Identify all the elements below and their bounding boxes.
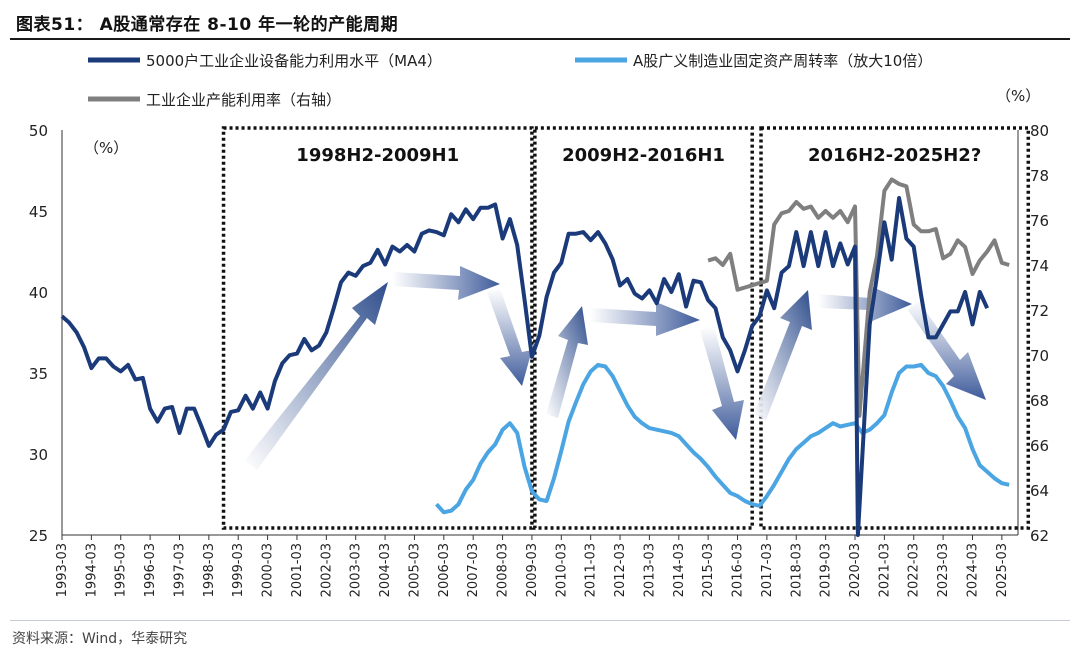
right-y-tick-label: 80: [1030, 122, 1049, 140]
legend-label-utilization: 工业企业产能利用率（右轴）: [146, 91, 341, 109]
right-axis-unit: （%）: [996, 87, 1040, 105]
x-tick-label: 2020-03: [848, 543, 863, 597]
x-tick-label: 2018-03: [789, 543, 804, 597]
period-boxes: 1998H2-2009H1 2009H2-2016H1 2016H2-2025H2?: [221, 126, 1031, 530]
right-y-tick-label: 70: [1030, 347, 1049, 365]
legend-label-capacity-ma4: 5000户工业企业设备能力利用水平（MA4）: [146, 52, 442, 70]
trend-arrow-right-1: [392, 266, 500, 300]
right-y-ticks: 62 64 66 68 70 72 74 76 78 80: [1030, 122, 1049, 545]
trend-arrow-right-2: [590, 302, 700, 336]
x-tick-label: 2002-03: [319, 543, 334, 597]
x-tick-label: 1993-03: [55, 543, 70, 597]
left-y-tick-label: 35: [29, 365, 48, 383]
right-y-tick-label: 68: [1030, 392, 1049, 410]
trend-arrow-up-1: [245, 282, 388, 470]
x-tick-label: 1999-03: [231, 543, 246, 597]
period-label: 2016H2-2025H2?: [808, 145, 981, 166]
x-tick-label: 2006-03: [437, 543, 452, 597]
right-y-tick-label: 66: [1030, 437, 1049, 455]
trend-arrow-down-1: [487, 288, 532, 386]
source-rule: [10, 620, 1070, 621]
x-tick-label: 2023-03: [936, 543, 951, 597]
trend-arrow-right-3: [818, 286, 912, 322]
series-line-capacity-ma4: [60, 196, 990, 537]
x-tick-label: 2021-03: [877, 543, 892, 597]
right-y-tick-label: 76: [1030, 212, 1049, 230]
left-y-tick-label: 40: [29, 284, 48, 302]
trend-arrow-up-3: [754, 290, 812, 420]
title-rule: [10, 38, 1070, 40]
chart-title: 图表51： A股通常存在 8-10 年一轮的产能周期: [16, 15, 399, 35]
x-tick-label: 2024-03: [965, 543, 980, 597]
x-tick-label: 1996-03: [143, 543, 158, 597]
x-tick-label: 2010-03: [554, 543, 569, 597]
x-tick-label: 1995-03: [114, 543, 129, 597]
x-ticks: 1993-03 1994-03 1995-03 1996-03 1997-03 1998-…: [55, 535, 1010, 597]
right-y-tick-label: 64: [1030, 482, 1049, 500]
x-tick-label: 2005-03: [407, 543, 422, 597]
x-tick-label: 2022-03: [907, 543, 922, 597]
chart: 5000户工业企业设备能力利用水平（MA4） A股广义制造业固定资产周转率（放大…: [29, 52, 1049, 597]
period-label: 1998H2-2009H1: [296, 145, 459, 166]
period-box: [759, 126, 1031, 530]
legend-label-turnover: A股广义制造业固定资产周转率（放大10倍）: [633, 52, 932, 70]
right-y-tick-label: 62: [1030, 527, 1049, 545]
left-y-tick-label: 50: [29, 122, 48, 140]
x-tick-label: 2016-03: [731, 543, 746, 597]
left-y-tick-label: 45: [29, 203, 48, 221]
left-y-tick-label: 25: [29, 527, 48, 545]
period-box: [533, 126, 754, 530]
trend-arrow-up-2: [546, 306, 588, 418]
left-y-ticks: 25 30 35 40 45 50: [29, 122, 48, 545]
right-y-tick-label: 74: [1030, 257, 1049, 275]
x-tick-label: 2012-03: [613, 543, 628, 597]
trend-arrows: [245, 266, 986, 470]
x-tick-label: 2014-03: [672, 543, 687, 597]
x-tick-label: 2000-03: [261, 543, 276, 597]
left-y-tick-label: 30: [29, 446, 48, 464]
series-line-turnover: [435, 362, 1010, 515]
period-label: 2009H2-2016H1: [562, 145, 725, 166]
x-tick-label: 1998-03: [202, 543, 217, 597]
x-tick-label: 2015-03: [701, 543, 716, 597]
x-tick-label: 1994-03: [84, 543, 99, 597]
x-tick-label: 2025-03: [995, 543, 1010, 597]
x-tick-label: 1997-03: [172, 543, 187, 597]
x-tick-label: 2011-03: [584, 543, 599, 597]
x-tick-label: 2013-03: [642, 543, 657, 597]
period-box: [221, 126, 534, 530]
trend-arrow-down-2: [700, 326, 744, 440]
x-tick-label: 2004-03: [378, 543, 393, 597]
x-tick-label: 2019-03: [819, 543, 834, 597]
x-tick-label: 2008-03: [496, 543, 511, 597]
source-note: 资料来源：Wind，华泰研究: [12, 631, 188, 647]
x-tick-label: 2007-03: [466, 543, 481, 597]
x-tick-label: 2009-03: [525, 543, 540, 597]
right-y-tick-label: 72: [1030, 302, 1049, 320]
x-tick-label: 2017-03: [760, 543, 775, 597]
x-tick-label: 2001-03: [290, 543, 305, 597]
right-y-tick-label: 78: [1030, 167, 1049, 185]
x-tick-label: 2003-03: [349, 543, 364, 597]
legend: 5000户工业企业设备能力利用水平（MA4） A股广义制造业固定资产周转率（放大…: [88, 52, 932, 109]
left-axis-unit: （%）: [84, 139, 128, 157]
